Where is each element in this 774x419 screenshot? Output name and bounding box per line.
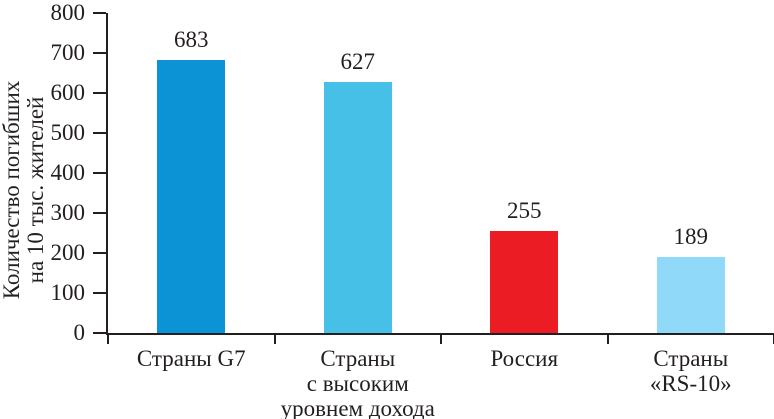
x-tick-mark	[274, 335, 276, 344]
y-tick-mark	[93, 332, 106, 334]
y-tick-label: 100	[50, 280, 86, 305]
bar-g7	[157, 60, 226, 333]
bar-value-label: 683	[174, 27, 209, 52]
y-tick-mark	[93, 92, 106, 94]
bar-value-label: 627	[340, 49, 376, 74]
y-tick-mark	[93, 252, 106, 254]
y-tick-mark	[93, 132, 106, 134]
y-tick-mark	[93, 292, 106, 294]
bar-value-label: 189	[673, 224, 709, 249]
bar-group-rs10: 189 Страны «RS-10»	[608, 13, 774, 396]
y-tick-label: 400	[50, 160, 86, 185]
x-tick-mark	[440, 335, 442, 344]
y-tick-mark	[93, 12, 106, 14]
category-label: Страны с высоким уровнем дохода	[280, 346, 435, 419]
y-tick-mark	[93, 172, 106, 174]
y-tick-label: 600	[50, 80, 86, 105]
y-tick-mark	[93, 52, 106, 54]
bar-high-income	[323, 82, 392, 333]
bar-group-russia: 255 Россия	[441, 13, 608, 371]
bar-value-label: 255	[507, 198, 542, 223]
x-tick-mark	[607, 335, 609, 344]
bar-cells: 683 Страны G7 627 Страны с высоким уровнем …	[108, 13, 774, 419]
y-tick-label: 700	[50, 40, 86, 65]
bar-group-high-income: 627 Страны с высоким уровнем дохода	[275, 13, 442, 419]
category-label: Страны «RS-10»	[649, 346, 732, 396]
bar-russia	[490, 231, 559, 333]
y-tick-label: 200	[50, 240, 86, 265]
y-tick-label: 300	[50, 200, 86, 225]
y-axis-title-text: Количество погибших на 10 тыс. жителей	[0, 80, 48, 300]
bar-rs10	[656, 257, 725, 333]
y-tick-label: 500	[50, 120, 86, 145]
y-tick-label: 0	[73, 320, 86, 345]
y-tick-label: 800	[50, 0, 86, 25]
y-tick-mark	[93, 212, 106, 214]
x-tick-mark	[107, 335, 109, 344]
category-label: Россия	[490, 346, 559, 371]
category-label: Страны G7	[136, 346, 246, 371]
plot-area: 0 100 200 300 400 500 600 700 800 683 Страны G7 62…	[51, 1, 774, 419]
bar-group-g7: 683 Страны G7	[108, 13, 275, 371]
